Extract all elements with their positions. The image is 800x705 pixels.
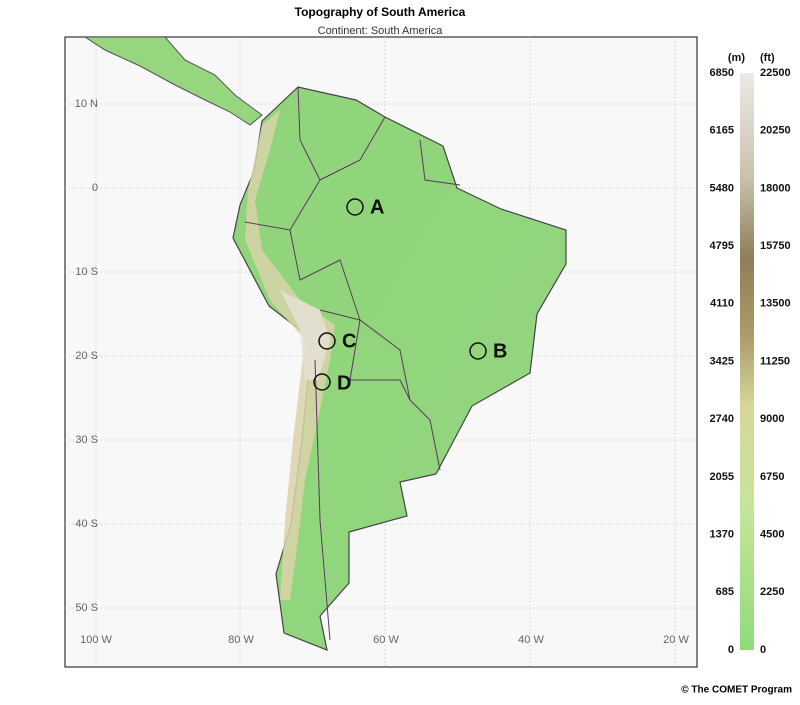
marker-label: D [337, 372, 351, 394]
subtitle: Continent: South America [318, 25, 444, 37]
colorbar-label-m: 3425 [710, 355, 734, 367]
colorbar-label-m: 685 [716, 586, 734, 598]
lat-label: 40 S [75, 518, 98, 530]
colorbar-label-ft: 13500 [760, 298, 791, 310]
lon-label: 40 W [518, 634, 544, 646]
colorbar-label-ft: 9000 [760, 413, 784, 425]
central-america [84, 37, 263, 126]
lat-label: 30 S [75, 434, 98, 446]
lon-label: 80 W [228, 634, 254, 646]
lat-label: 50 S [75, 602, 98, 614]
colorbar-label-m: 1370 [710, 529, 734, 541]
colorbar-label-m: 5480 [710, 182, 734, 194]
lat-label: 10 N [75, 98, 98, 110]
marker-label: C [342, 330, 356, 352]
altiplano [280, 290, 330, 380]
borders [244, 86, 461, 641]
colorbar-label-m: 4110 [710, 298, 734, 310]
lat-label: 20 S [75, 350, 98, 362]
map-layer [65, 37, 697, 667]
colorbar-label-ft: 20250 [760, 125, 791, 137]
marker-circles [313, 198, 487, 391]
colorbar-label-m: 6850 [710, 67, 734, 79]
lon-label: 20 W [663, 634, 689, 646]
colorbar-label-ft: 6750 [760, 471, 784, 483]
colorbar-label-m: 2740 [710, 413, 734, 425]
colorbar-label-ft: 0 [760, 644, 766, 656]
colorbar-label-ft: 18000 [760, 182, 791, 194]
title: Topography of South America [295, 5, 466, 19]
colorbar-label-ft: 22500 [760, 67, 791, 79]
colorbar-label-ft: 2250 [760, 586, 784, 598]
colorbar-label-m: 2055 [710, 471, 734, 483]
lat-label: 0 [92, 182, 98, 194]
colorbar-label-m: 0 [728, 644, 734, 656]
colorbar-label-m: 6165 [710, 125, 734, 137]
unit-right: (ft) [760, 52, 775, 64]
lat-label: 10 S [75, 266, 98, 278]
lon-label: 100 W [80, 634, 112, 646]
colorbar-label-ft: 4500 [760, 529, 784, 541]
colorbar-label-ft: 15750 [760, 240, 791, 252]
colorbar-label-m: 4795 [710, 240, 734, 252]
colorbar-label-ft: 11250 [760, 355, 790, 367]
lon-label: 60 W [373, 634, 399, 646]
credit: © The COMET Program [681, 685, 792, 696]
unit-left: (m) [728, 52, 745, 64]
marker-label: B [493, 340, 507, 362]
colorbar [740, 73, 754, 650]
marker-label: A [370, 196, 384, 218]
